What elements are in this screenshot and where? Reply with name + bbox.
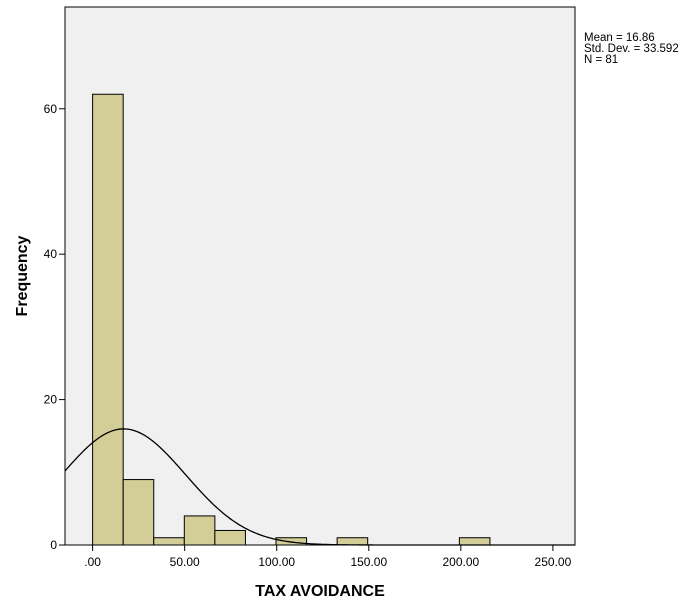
std-dev-text: Std. Dev. = 33.592 (584, 43, 679, 55)
bars-group (92, 93, 491, 546)
y-tick-label: 20 (44, 393, 58, 407)
histogram-bar (122, 479, 155, 546)
histogram-bar (92, 93, 124, 546)
histogram-bar (214, 529, 246, 546)
n-text: N = 81 (584, 54, 619, 66)
histogram-bar (336, 537, 369, 546)
x-tick-label: 50.00 (170, 555, 200, 569)
x-axis-title: TAX AVOIDANCE (255, 583, 385, 600)
y-tick-label: 40 (44, 247, 58, 261)
y-axis-title: Frequency (14, 235, 31, 316)
mean-text: Mean = 16.86 (584, 32, 655, 44)
x-tick-label: 100.00 (258, 555, 295, 569)
normal-curve (64, 428, 575, 546)
x-axis: .00 50.00 100.00 150.00 200.00 250.00 (84, 545, 572, 569)
x-tick-label: 200.00 (442, 555, 479, 569)
x-tick-label: .00 (84, 555, 101, 569)
x-tick-label: 150.00 (350, 555, 387, 569)
statistics-box: Mean = 16.86 Std. Dev. = 33.592 N = 81 (584, 32, 679, 66)
histogram-bar (275, 537, 308, 546)
y-tick-label: 60 (44, 102, 58, 116)
histogram-bar (183, 515, 216, 546)
y-tick-label: 0 (50, 538, 57, 552)
plot-area (64, 6, 576, 546)
histogram-bar (153, 537, 185, 546)
x-tick-label: 250.00 (535, 555, 572, 569)
histogram-bar (458, 537, 491, 546)
y-axis: 0 20 40 60 (44, 102, 65, 552)
